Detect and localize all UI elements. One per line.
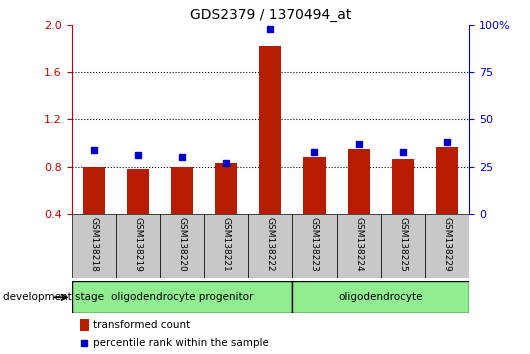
Bar — [72, 214, 116, 278]
Bar — [127, 169, 149, 214]
Text: GSM138218: GSM138218 — [89, 217, 98, 272]
Text: GSM138221: GSM138221 — [222, 217, 231, 272]
Text: GSM138229: GSM138229 — [443, 217, 452, 272]
Text: GSM138222: GSM138222 — [266, 217, 275, 272]
Text: oligodendrocyte progenitor: oligodendrocyte progenitor — [111, 292, 253, 302]
Text: GSM138219: GSM138219 — [134, 217, 142, 272]
Bar — [381, 214, 425, 278]
Bar — [425, 214, 469, 278]
Bar — [72, 281, 293, 313]
Text: GSM138225: GSM138225 — [399, 217, 407, 272]
Text: GSM138223: GSM138223 — [310, 217, 319, 272]
Bar — [171, 167, 193, 214]
Bar — [248, 214, 293, 278]
Bar — [293, 281, 469, 313]
Text: transformed count: transformed count — [93, 320, 191, 330]
Bar — [80, 319, 90, 331]
Bar — [215, 163, 237, 214]
Bar — [116, 214, 160, 278]
Text: GSM138220: GSM138220 — [178, 217, 187, 272]
Text: oligodendrocyte: oligodendrocyte — [339, 292, 423, 302]
Bar — [392, 159, 414, 214]
Bar — [293, 214, 337, 278]
Bar — [259, 46, 281, 214]
Text: percentile rank within the sample: percentile rank within the sample — [93, 338, 269, 348]
Bar — [83, 167, 105, 214]
Bar — [337, 214, 381, 278]
Text: development stage: development stage — [3, 292, 104, 302]
Bar — [204, 214, 248, 278]
Text: GSM138224: GSM138224 — [354, 217, 363, 272]
Bar — [348, 149, 369, 214]
Bar — [160, 214, 204, 278]
Bar — [436, 147, 458, 214]
Title: GDS2379 / 1370494_at: GDS2379 / 1370494_at — [190, 8, 351, 22]
Bar — [303, 157, 325, 214]
